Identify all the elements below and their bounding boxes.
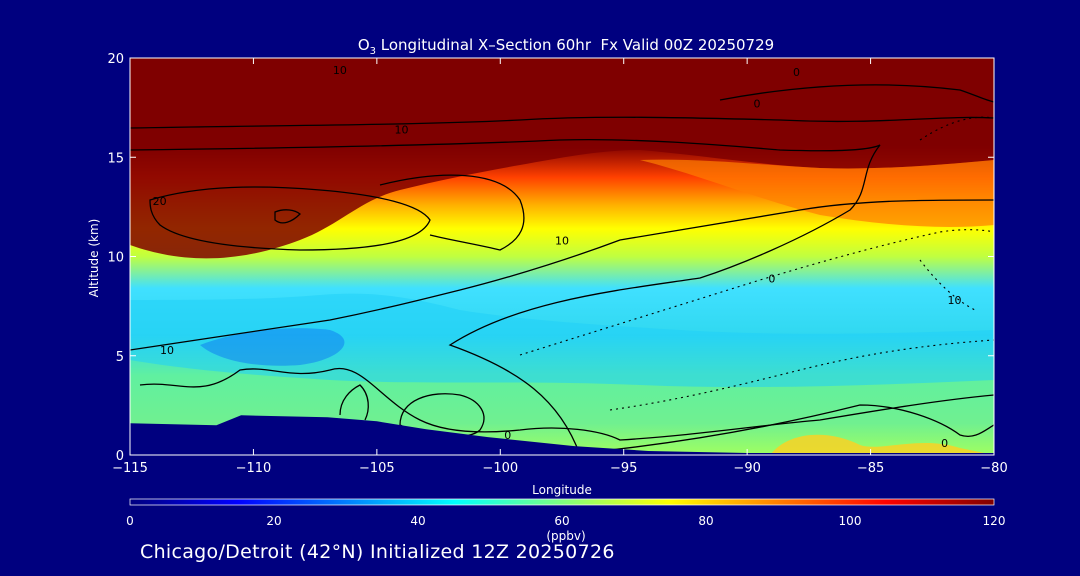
colorbar-tick-label: 60: [554, 514, 569, 528]
x-tick-label: −95: [610, 461, 637, 476]
contour-label: 0: [754, 98, 761, 111]
plot-area: [130, 58, 994, 455]
colorbar-tick-label: 120: [983, 514, 1006, 528]
contour-label: 10: [948, 294, 962, 307]
contour-label: 0: [941, 437, 948, 450]
contour-line: [274, 209, 301, 224]
contour-label-layer: 10 10 20 10 10 0 0 0 10 0 0: [153, 64, 962, 450]
x-axis-label: Longitude: [532, 483, 592, 497]
negative-contours: [519, 116, 994, 411]
contour-line: [130, 116, 994, 129]
chart-title: O3 Longitudinal X–Section 60hr Fx Valid …: [358, 36, 774, 57]
contour-line: [339, 384, 369, 421]
contour-label: 10: [555, 235, 569, 248]
x-tick-label: −80: [980, 461, 1007, 476]
x-tick-label: −85: [857, 461, 884, 476]
contour-line: [719, 84, 994, 103]
x-tick-label: −105: [359, 461, 395, 476]
orange-layer-right: [640, 159, 994, 227]
contour-label: 10: [395, 123, 409, 136]
colorbar-ticks: 0 20 40 60 80 100 120: [126, 514, 1005, 528]
x-tick-label: −110: [236, 461, 272, 476]
high-ozone-tongue: [130, 58, 994, 259]
x-axis: −115 −110 −105 −100 −95 −90 −85 −80: [112, 58, 1008, 476]
contour-line: [139, 367, 994, 441]
colorbar: [129, 498, 995, 506]
colorbar-tick-label: 80: [698, 514, 713, 528]
y-axis-label: Altitude (km): [87, 219, 101, 298]
contour-line: [609, 404, 994, 451]
contour-label: 10: [160, 344, 174, 357]
contour-line: [130, 199, 994, 351]
y-axis: 0 5 10 15 20: [107, 52, 994, 464]
contour-label: 0: [768, 272, 775, 285]
dotted-contour: [919, 116, 994, 141]
colorbar-tick-label: 40: [410, 514, 425, 528]
colorbar-tick-label: 20: [266, 514, 281, 528]
y-tick-label: 10: [107, 251, 124, 266]
colorbar-unit: (ppbv): [546, 529, 585, 543]
dotted-contour: [919, 259, 976, 311]
x-tick-label: −100: [482, 461, 518, 476]
y-tick-label: 20: [107, 52, 124, 67]
contour-label: 0: [793, 66, 800, 79]
blue-pocket: [200, 328, 345, 366]
colorbar-tick-label: 100: [839, 514, 862, 528]
colorbar-tick-label: 0: [126, 514, 134, 528]
y-tick-label: 0: [116, 449, 124, 464]
contour-line: [130, 139, 881, 455]
contour-label: 20: [153, 195, 167, 208]
y-tick-label: 15: [107, 151, 124, 166]
x-tick-label: −115: [112, 461, 148, 476]
contour-lines: [130, 84, 994, 455]
footer-caption: Chicago/Detroit (42°N) Initialized 12Z 2…: [140, 541, 615, 563]
contour-label: 0: [504, 429, 511, 442]
contour-line: [379, 174, 525, 251]
y-tick-label: 5: [116, 350, 124, 365]
contour-line: [149, 186, 431, 251]
yellow-surface-patch: [770, 434, 994, 455]
terrain-mask: [130, 415, 994, 455]
x-tick-label: −90: [733, 461, 760, 476]
contour-label: 10: [333, 64, 347, 77]
